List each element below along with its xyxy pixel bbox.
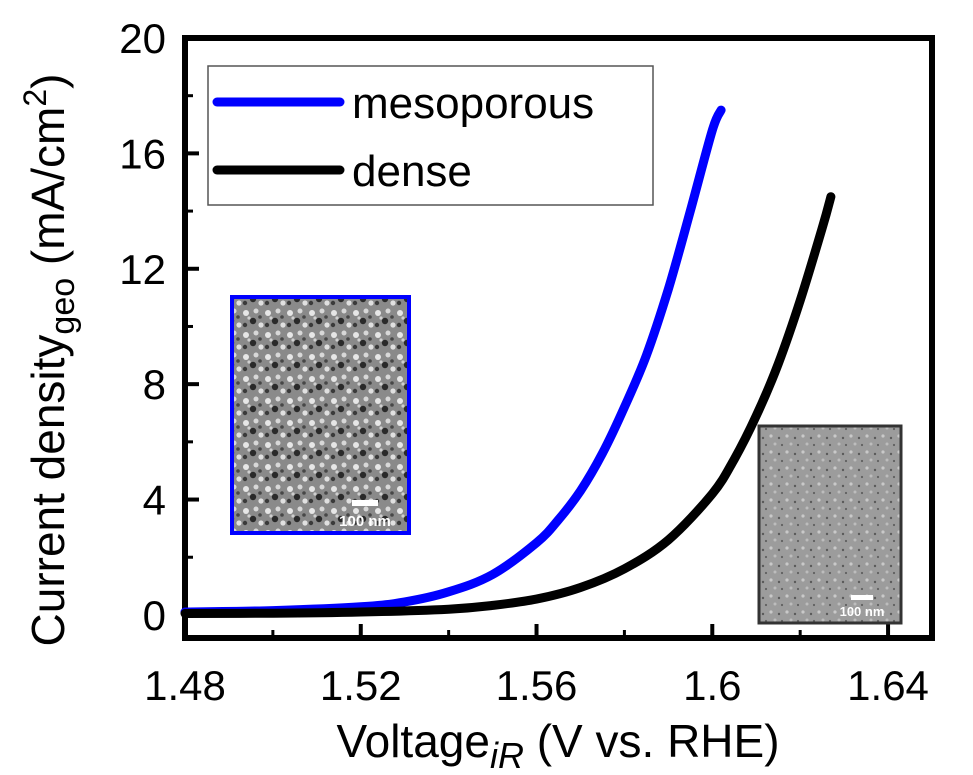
- x-tick-label-3: 1.6: [683, 662, 741, 709]
- scale-label-mesoporous: 100 nm: [339, 513, 391, 530]
- legend-label-dense: dense: [352, 147, 472, 196]
- x-tick-label-2: 1.56: [496, 662, 578, 709]
- y-tick-label-2: 8: [143, 361, 166, 408]
- series-line-mesoporous: [180, 105, 726, 617]
- y-tick-label-1: 4: [143, 477, 166, 524]
- series-layer: [180, 105, 836, 618]
- y-tick-label-0: 0: [143, 592, 166, 639]
- inset-mesoporous-image: [230, 295, 411, 535]
- x-tick-label-1: 1.52: [320, 662, 402, 709]
- scale-bar-dense: [851, 595, 873, 600]
- x-axis-label: VoltageiR (V vs. RHE): [336, 715, 779, 775]
- legend-label-mesoporous: mesoporous: [352, 79, 594, 128]
- y-tick-label-5: 20: [119, 15, 166, 62]
- x-tick-label-4: 1.64: [847, 662, 929, 709]
- plot-frame: [182, 35, 935, 641]
- legend-box: [207, 65, 654, 206]
- inset-mesoporous: 100 nm: [230, 295, 411, 535]
- y-tick-label-4: 16: [119, 130, 166, 177]
- axis-ticks: 1.48 1.52 1.56 1.6 1.64 0 4 8 12 16 20: [119, 15, 929, 709]
- scale-bar-mesoporous: [352, 500, 378, 506]
- series-line-dense: [180, 192, 836, 618]
- legend: mesoporous dense: [207, 65, 654, 206]
- y-axis-label: Current densitygeo (mA/cm2): [17, 74, 82, 647]
- x-tick-label-0: 1.48: [144, 662, 226, 709]
- scale-label-dense: 100 nm: [840, 604, 885, 619]
- y-tick-label-3: 12: [119, 246, 166, 293]
- inset-dense-image: [757, 424, 903, 625]
- inset-dense: 100 nm: [757, 424, 903, 625]
